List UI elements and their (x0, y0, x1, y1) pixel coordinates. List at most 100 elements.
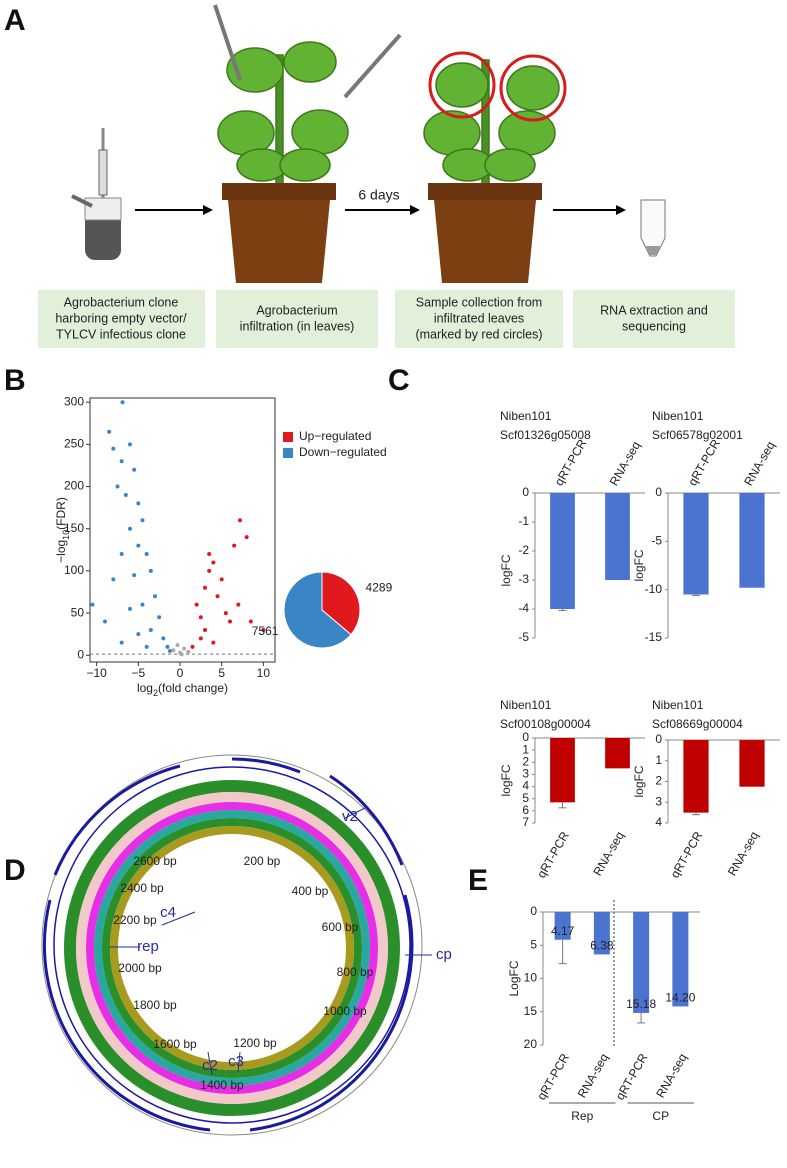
bar (739, 740, 765, 787)
chart-title: Niben101 (652, 409, 704, 423)
chart-title: Scf06578g02001 (652, 428, 743, 442)
y-tick-label: 5 (522, 791, 529, 805)
chart-title: Scf00108g00004 (500, 717, 591, 731)
point (207, 552, 212, 557)
bar (550, 493, 575, 609)
y-tick-label: 3 (655, 794, 662, 808)
point (144, 644, 149, 649)
y-axis-title: logFC (632, 549, 646, 581)
category-label: RNA-seq (607, 439, 643, 488)
x-tick-label: 0 (177, 666, 184, 680)
bp-label: 800 bp (337, 965, 374, 979)
category-label: RNA-seq (590, 829, 626, 878)
y-tick-label: 15 (524, 1004, 538, 1018)
step-text: infiltrated leaves (434, 311, 524, 325)
y-tick-label: 1 (522, 742, 529, 756)
interval-label: 6 days (358, 187, 399, 203)
point (90, 602, 95, 607)
bp-label: 200 bp (244, 854, 281, 868)
y-tick-label: 2 (522, 754, 529, 768)
group-label: CP (652, 1109, 669, 1123)
y-tick-label: 0 (655, 732, 662, 746)
chart-title: Niben101 (500, 698, 552, 712)
bp-label: 600 bp (322, 920, 359, 934)
point (168, 649, 172, 654)
point (186, 649, 191, 654)
point (203, 627, 207, 632)
point (136, 501, 141, 506)
point (107, 429, 112, 434)
y-tick-label: 10 (524, 971, 538, 985)
panel-label: E (468, 864, 488, 897)
y-axis-title: LogFC (507, 960, 521, 996)
legend-label: Down−regulated (299, 445, 387, 459)
bp-label: 2600 bp (133, 854, 177, 868)
y-tick-label: -10 (645, 582, 663, 596)
y-tick-label: 300 (64, 394, 84, 408)
step-text: Agrobacterium (256, 303, 337, 317)
x-tick-label: −5 (131, 666, 145, 680)
bar (672, 912, 689, 1007)
point (161, 636, 166, 641)
y-tick-label: 250 (64, 437, 84, 451)
point (171, 648, 176, 653)
y-axis-title-part: −log (54, 540, 68, 563)
y-tick-label: -1 (518, 514, 529, 528)
point (179, 652, 184, 657)
point (103, 619, 107, 624)
y-tick-label: 4 (655, 815, 662, 829)
y-axis-title: −log10(FDR) (54, 497, 71, 563)
bp-label: 2200 bp (113, 913, 157, 927)
bar (550, 738, 575, 803)
step-text: Agrobacterium clone (64, 295, 179, 309)
value-label: 6.38 (590, 939, 614, 953)
category-label: qRT-PCR (534, 1051, 572, 1103)
pie-slice (321, 571, 361, 636)
gene-label: c3 (228, 1053, 244, 1070)
point (182, 646, 187, 651)
point (153, 594, 157, 599)
point (232, 543, 237, 548)
point (228, 619, 232, 624)
y-tick-label: 150 (64, 521, 84, 535)
panel-label: C (388, 364, 410, 397)
category-label: RNA-seq (575, 1051, 611, 1100)
step-text: RNA extraction and (600, 303, 708, 317)
y-axis-title: logFC (632, 765, 646, 797)
y-tick-label: 2 (655, 774, 662, 788)
x-tick-label: 10 (257, 666, 271, 680)
bar (739, 493, 765, 588)
chart-title: Niben101 (652, 698, 704, 712)
category-label: qRT-PCR (534, 829, 572, 881)
point (261, 627, 266, 632)
gene-label: cp (436, 946, 452, 963)
point (136, 543, 141, 548)
panel-label: B (4, 364, 26, 397)
point (119, 552, 124, 557)
point (144, 552, 149, 557)
chart-title: Scf08669g00004 (652, 717, 743, 731)
step-text: sequencing (622, 319, 686, 333)
point (128, 442, 132, 447)
y-axis-title: logFC (499, 764, 513, 796)
point (165, 644, 170, 649)
step-text: harboring empty vector/ (55, 311, 187, 325)
legend-label: Up−regulated (299, 429, 371, 443)
point (119, 459, 124, 464)
point (119, 640, 124, 645)
bar (605, 738, 630, 769)
point (194, 602, 199, 607)
y-tick-label: -5 (651, 534, 662, 548)
bp-label: 1400 bp (200, 1078, 244, 1092)
point (128, 526, 132, 531)
value-label: 4.17 (551, 924, 575, 938)
point (115, 484, 120, 489)
bar (633, 912, 650, 1013)
group-label: Rep (571, 1109, 593, 1123)
y-tick-label: 0 (522, 730, 529, 744)
category-label: RNA-seq (725, 829, 761, 878)
pie-slice (283, 571, 352, 649)
x-axis-title-part: (fold change) (158, 681, 228, 695)
point (248, 619, 253, 624)
